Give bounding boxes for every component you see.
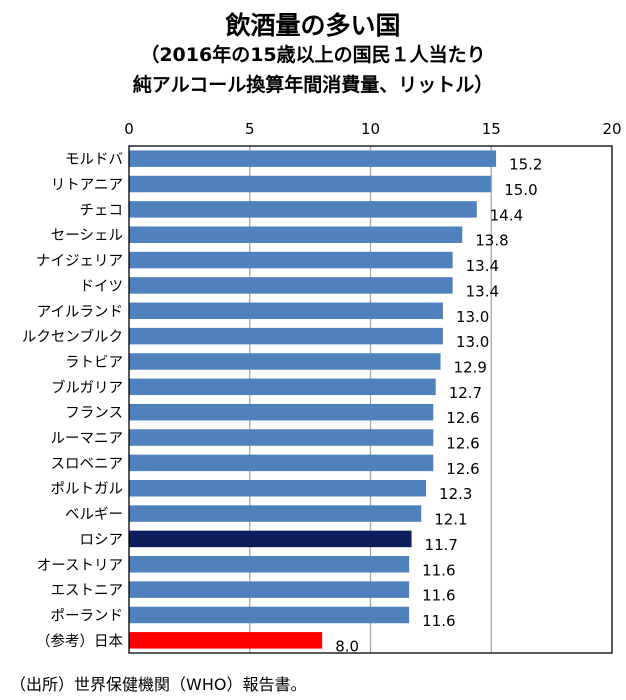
bar (129, 429, 434, 446)
bar (129, 454, 434, 472)
value-label: 13.0 (456, 308, 489, 326)
value-label: 15.2 (509, 156, 542, 174)
category-label: セーシェル (51, 228, 123, 244)
value-label: 12.6 (446, 435, 479, 453)
bar (129, 403, 434, 421)
category-label: ルーマニア (51, 431, 124, 447)
bar (129, 327, 443, 345)
bar (129, 505, 422, 522)
value-label: 11.6 (422, 612, 455, 630)
bar (129, 302, 443, 320)
value-label: 11.7 (425, 536, 458, 554)
category-label: ポルトガル (51, 481, 124, 498)
chart-subtitle-line2: 純アルコール換算年間消費量、リットル） (132, 74, 494, 96)
category-label: ブルガリア (51, 378, 123, 396)
x-tick-label: 20 (602, 120, 621, 138)
category-label: ロシア (80, 532, 124, 548)
category-label: ナイジェリア (36, 254, 123, 270)
bar (129, 251, 453, 269)
category-label: ドイツ (80, 279, 124, 295)
bar (129, 226, 463, 243)
bar (129, 479, 427, 497)
value-label: 12.9 (454, 358, 487, 376)
bar (129, 378, 436, 396)
value-label: 12.3 (439, 485, 472, 503)
category-label: （参考）日本 (36, 633, 123, 650)
category-label: ラトビア (65, 354, 123, 371)
category-label: オーストリア (37, 558, 123, 574)
x-tick-label: 0 (124, 120, 134, 138)
category-label: ポーランド (51, 607, 124, 624)
category-label: モルドバ (65, 152, 123, 168)
x-tick-label: 5 (245, 120, 255, 138)
category-label: ベルギー (65, 506, 123, 523)
value-label: 8.0 (335, 637, 359, 655)
bar (129, 556, 410, 573)
bar (129, 277, 453, 294)
category-label: チェコ (80, 203, 124, 219)
source-note: （出所）世界保健機関（WHO）報告書。 (10, 675, 307, 694)
value-label: 13.4 (466, 257, 499, 275)
bar (129, 606, 410, 624)
bar (129, 201, 477, 218)
x-tick-label: 10 (361, 120, 380, 138)
plot-border (128, 145, 613, 654)
category-label: フランス (65, 406, 123, 422)
bar (129, 175, 492, 193)
value-label: 11.6 (422, 587, 455, 605)
category-label: ルクセンブルク (22, 328, 123, 346)
value-label: 13.4 (466, 282, 499, 300)
bar (129, 632, 323, 649)
bar (129, 353, 441, 370)
value-label: 12.1 (434, 511, 467, 529)
category-label: スロベニア (51, 456, 124, 472)
x-tick-label: 15 (482, 120, 501, 138)
category-label: アイルランド (37, 304, 123, 320)
category-label: エストニア (51, 583, 124, 599)
bar (129, 530, 412, 548)
bar (129, 581, 410, 598)
value-label: 13.8 (475, 232, 508, 250)
value-label: 11.6 (422, 561, 455, 579)
chart-subtitle-line1: （2016年の15歳以上の国民１人当たり (140, 44, 486, 66)
value-label: 12.6 (446, 409, 479, 427)
value-label: 12.7 (449, 384, 482, 402)
value-label: 12.6 (446, 460, 479, 478)
value-label: 13.0 (456, 333, 489, 351)
value-label: 14.4 (490, 206, 523, 224)
chart-title: 飲酒量の多い国 (225, 11, 401, 40)
value-label: 15.0 (504, 181, 537, 199)
bar (129, 150, 497, 167)
category-label: リトアニア (51, 178, 123, 194)
